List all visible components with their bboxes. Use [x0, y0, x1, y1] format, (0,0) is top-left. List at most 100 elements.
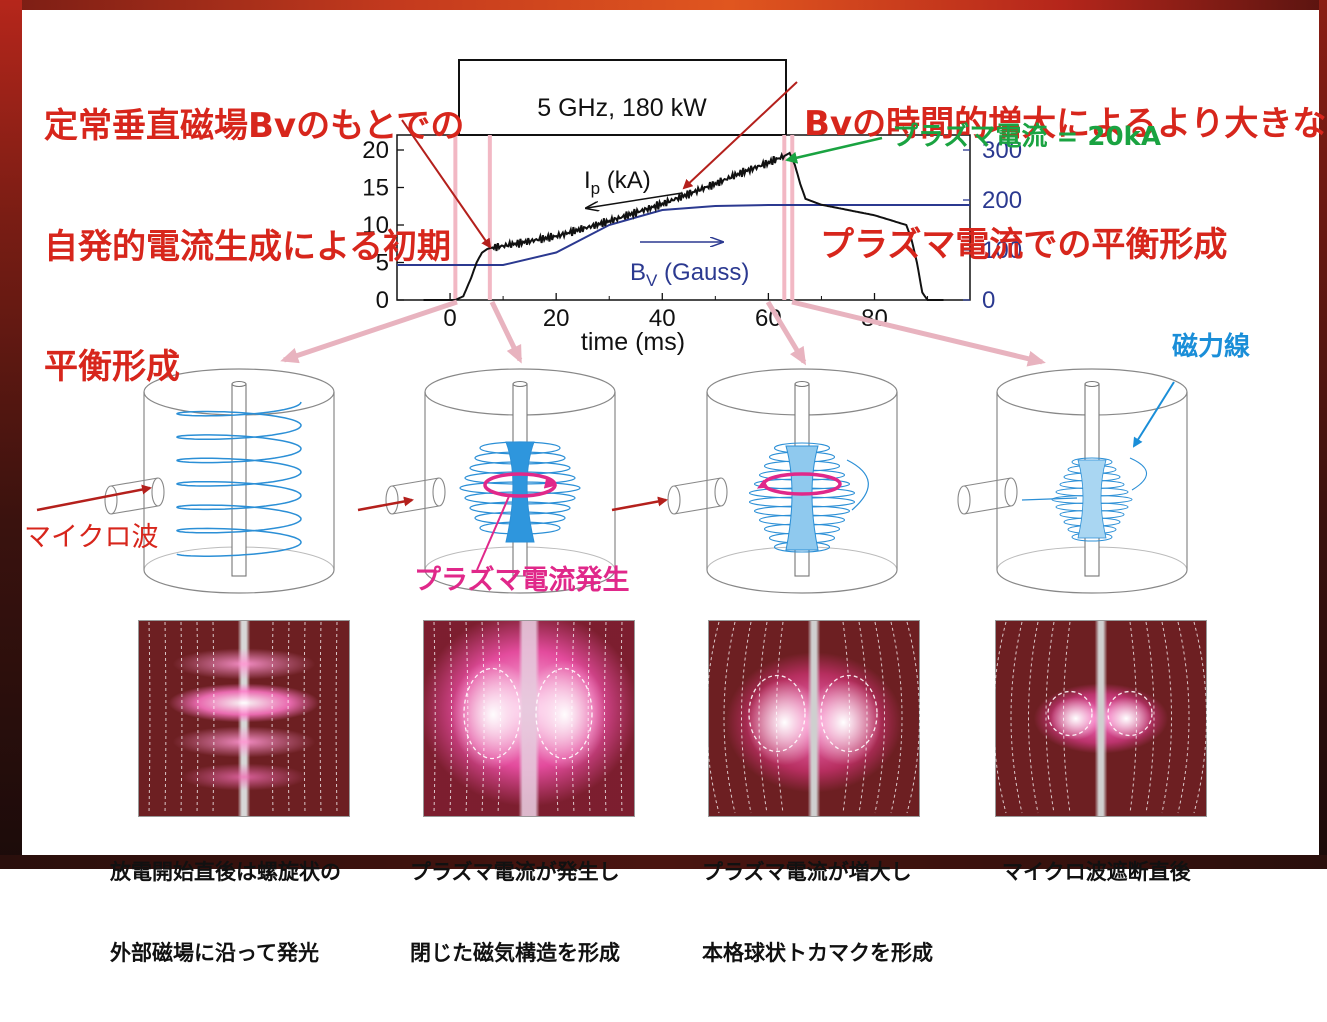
- rf-power-box: [458, 59, 787, 136]
- microwave-port: [110, 477, 159, 515]
- microwave-port-end: [151, 477, 165, 507]
- left-heading-line-1: 定常垂直磁場Bvのもとでの: [44, 106, 465, 147]
- vessel-diagram-3: [667, 368, 898, 594]
- rf-power-label: 5 GHz, 180 kW: [537, 94, 707, 122]
- caption-1: 放電開始直後は螺旋状の 外部磁場に沿って発光: [110, 804, 341, 1022]
- caption-4: マイクロ波遮断直後: [1002, 804, 1191, 940]
- decorative-left-border: [0, 0, 22, 869]
- time-marker-2: [487, 135, 492, 300]
- plasma-current-ring-arrow: [543, 478, 558, 489]
- bv-series-line: [397, 204, 970, 266]
- microwave-arrow-3: [611, 496, 668, 512]
- decorative-right-border: [1319, 0, 1327, 869]
- plasma-image-1: [138, 620, 350, 817]
- x-tick-label: 20: [543, 305, 570, 332]
- helical-field-line: [175, 401, 302, 557]
- y-left-tick-label: 0: [376, 287, 389, 314]
- vessel-bottom-front: [996, 569, 1188, 594]
- marker-arrow-3: [765, 300, 807, 366]
- marker-arrow-4: [791, 299, 1046, 367]
- center-column-top: [1084, 381, 1100, 387]
- plot-frame: [396, 134, 971, 301]
- plasma-image-2: [423, 620, 635, 817]
- y-left-tick-label: 10: [362, 212, 389, 239]
- open-field-line: [846, 459, 869, 511]
- ip-series-label: Ip (kA): [584, 167, 651, 198]
- microwave-port-mouth: [667, 485, 681, 515]
- y-right-tick-label: 0: [982, 287, 995, 314]
- field-lines-label: 磁力線: [1172, 332, 1251, 362]
- left-heading-arrow: [401, 119, 492, 249]
- caption-1-line-2: 外部磁場に沿って発光: [110, 941, 319, 966]
- decorative-top-border: [0, 0, 1327, 10]
- field-line-pointer: [1132, 381, 1175, 448]
- caption-4-line-1: マイクロ波遮断直後: [1002, 859, 1191, 884]
- caption-2-line-1: プラズマ電流が発生し: [410, 859, 620, 884]
- plasma-image-3: [708, 620, 920, 817]
- vessel-bottom-front: [706, 569, 898, 594]
- diagram-svg: 5 GHz, 180 kW 0 20 40 60 8005101520010020030…: [36, 59, 1188, 594]
- caption-3-line-1: プラズマ電流が増大し: [702, 859, 912, 884]
- microwave-port-end: [714, 477, 728, 507]
- microwave-port-mouth: [385, 485, 399, 515]
- y-right-tick-label: 300: [982, 137, 1022, 164]
- y-right-tick-label: 200: [982, 187, 1022, 214]
- time-marker-3: [782, 135, 787, 300]
- decorative-bottom-border: [0, 855, 1327, 869]
- time-marker-1: [453, 135, 458, 300]
- microwave-port: [963, 477, 1012, 515]
- vessel-diagram-2: [385, 368, 616, 594]
- microwave-port-end: [1004, 477, 1018, 507]
- vessel-diagrams: [104, 368, 1188, 594]
- vessel-diagram-1: [104, 368, 335, 594]
- right-heading-arrow: [682, 81, 798, 190]
- right-heading: Bvの時間的増大によるより大きな プラズマ電流での平衡形成: [804, 24, 1326, 345]
- right-heading-line-2: プラズマ電流での平衡形成: [820, 224, 1228, 265]
- plasma-image-4: [995, 620, 1207, 817]
- microwave-port: [391, 477, 440, 515]
- caption-2-line-2: 閉じた磁気構造を形成: [410, 941, 620, 966]
- dense-field-core: [1077, 459, 1107, 539]
- slide-canvas: 5 GHz, 180 kW 0 20 40 60 80 0 5 10 15 20 0 100 200 30…: [22, 10, 1326, 965]
- caption-3-line-2: 本格球状トカマクを形成: [702, 941, 933, 966]
- caption-1-line-1: 放電開始直後は螺旋状の: [110, 859, 341, 884]
- microwave-arrow-1: [36, 484, 152, 512]
- open-field-line: [1129, 457, 1148, 491]
- caption-3: プラズマ電流が増大し 本格球状トカマクを形成: [702, 804, 933, 1022]
- bv-series-label: BV (Gauss): [630, 259, 749, 290]
- vessel-diagram-4: [957, 368, 1188, 594]
- marker-arrow-2: [489, 300, 523, 364]
- microwave-port: [673, 477, 722, 515]
- left-heading: 定常垂直磁場Bvのもとでの 自発的電流生成による初期 平衡形成: [44, 26, 464, 467]
- x-axis-label: time (ms): [581, 328, 685, 356]
- x-tick-label: 40: [649, 305, 676, 332]
- y-left-tick-label: 20: [362, 137, 389, 164]
- caption-2: プラズマ電流が発生し 閉じた磁気構造を形成: [410, 804, 620, 1022]
- x-tick-label: 0: [443, 305, 456, 332]
- marker-arrow-1: [280, 299, 458, 364]
- left-heading-line-2: 自発的電流生成による初期: [44, 226, 451, 267]
- current-annotation-arrow: [785, 136, 883, 164]
- left-heading-line-3: 平衡形成: [44, 346, 180, 387]
- open-field-line: [1021, 497, 1078, 501]
- dense-field-core: [785, 445, 819, 551]
- ip-axis-arrow: [587, 192, 683, 208]
- center-column-top: [512, 381, 528, 387]
- vessel-bottom-front: [424, 569, 616, 594]
- center-column-top: [794, 381, 810, 387]
- y-right-tick-label: 100: [982, 237, 1022, 264]
- plasma-current-annotation: プラズマ電流 = 20kA: [892, 122, 1161, 152]
- time-markers: [453, 135, 795, 300]
- plasma-current-generation-label: プラズマ電流発生: [414, 565, 630, 596]
- center-column-top: [231, 381, 247, 387]
- y-left-tick-label: 15: [362, 175, 389, 202]
- dense-field-core: [505, 441, 535, 543]
- microwave-port-end: [432, 477, 446, 507]
- current-generation-pointer: [476, 493, 511, 571]
- microwave-label: マイクロ波: [24, 522, 159, 553]
- microwave-port-mouth: [104, 485, 118, 515]
- vessel-bottom-front: [143, 569, 335, 594]
- y-left-tick-label: 5: [376, 250, 389, 277]
